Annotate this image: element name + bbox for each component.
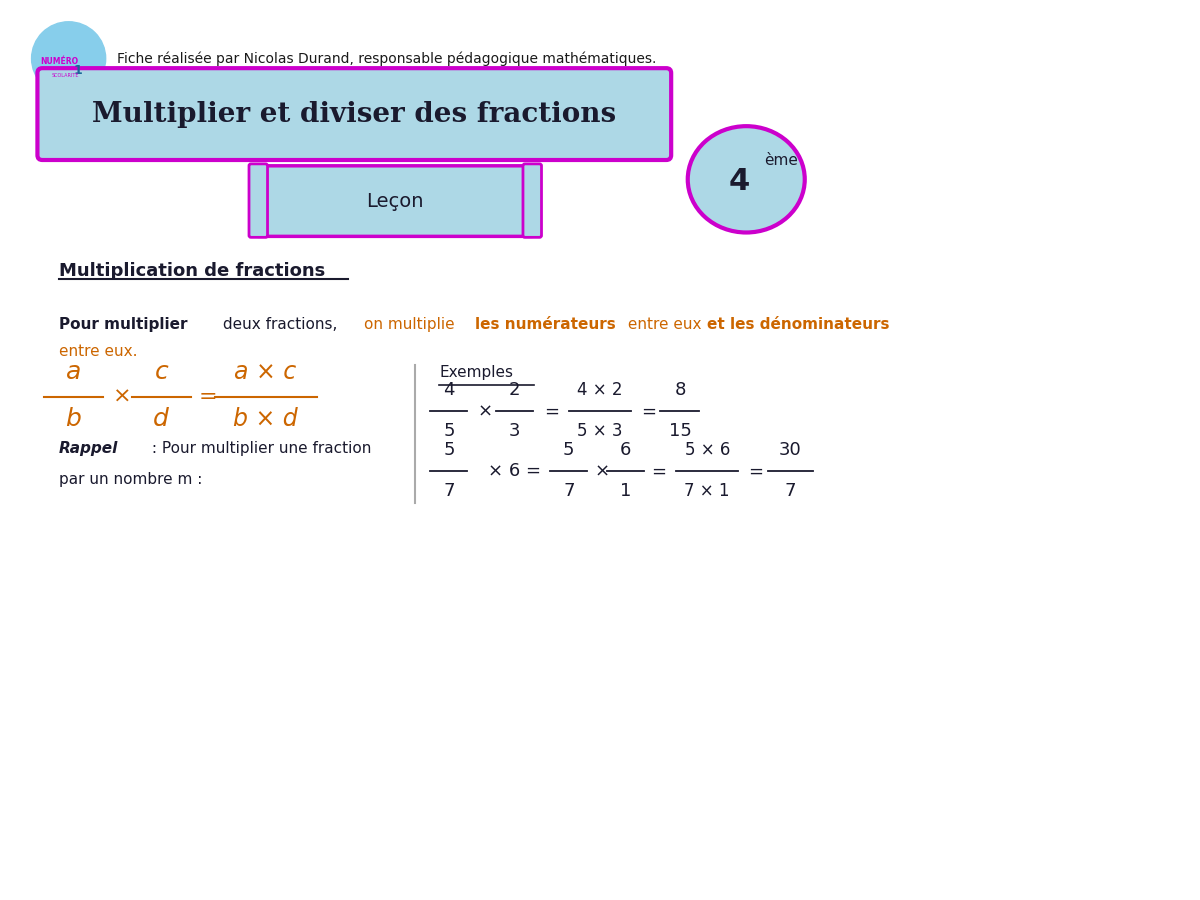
Text: 5: 5: [563, 441, 575, 459]
Text: Pour multiplier: Pour multiplier: [59, 317, 187, 332]
Text: par un nombre m :: par un nombre m :: [59, 472, 203, 488]
Text: c: c: [155, 360, 168, 383]
Text: on multiplie: on multiplie: [364, 317, 460, 332]
Text: 8: 8: [674, 381, 685, 399]
Text: × 6 =: × 6 =: [488, 463, 541, 481]
FancyBboxPatch shape: [254, 166, 535, 237]
Text: 1: 1: [619, 482, 631, 500]
FancyBboxPatch shape: [523, 164, 541, 238]
Text: ème: ème: [763, 152, 798, 167]
Text: SCOLARITÉ: SCOLARITÉ: [52, 74, 79, 78]
FancyBboxPatch shape: [37, 68, 671, 160]
Text: =: =: [544, 402, 559, 420]
Text: 7: 7: [563, 482, 575, 500]
Text: 30: 30: [779, 441, 802, 459]
Text: Multiplication de fractions: Multiplication de fractions: [59, 262, 325, 280]
Text: ×: ×: [113, 387, 132, 407]
Text: =: =: [199, 387, 217, 407]
Text: Fiche réalisée par Nicolas Durand, responsable pédagogique mathématiques.: Fiche réalisée par Nicolas Durand, respo…: [118, 51, 656, 66]
Text: a × c: a × c: [234, 360, 296, 383]
Text: 3: 3: [509, 422, 520, 440]
Text: 4: 4: [728, 166, 750, 196]
Circle shape: [31, 22, 106, 95]
Text: b × d: b × d: [233, 407, 298, 431]
Text: 4 × 2: 4 × 2: [577, 381, 623, 399]
FancyBboxPatch shape: [250, 164, 268, 238]
Text: deux fractions,: deux fractions,: [218, 317, 342, 332]
Text: NUMÉRO: NUMÉRO: [40, 57, 78, 66]
Text: les numérateurs: les numérateurs: [475, 317, 616, 332]
Text: ×: ×: [478, 402, 492, 420]
Text: 5: 5: [443, 422, 455, 440]
Text: 5: 5: [443, 441, 455, 459]
Ellipse shape: [688, 126, 805, 232]
Text: : Pour multiplier une fraction: : Pour multiplier une fraction: [146, 441, 371, 455]
Text: b: b: [66, 407, 82, 431]
Text: et les dénominateurs: et les dénominateurs: [707, 317, 889, 332]
Text: Leçon: Leçon: [366, 192, 424, 211]
Text: entre eux.: entre eux.: [59, 344, 137, 359]
Text: 5 × 6: 5 × 6: [684, 441, 730, 459]
Text: =: =: [749, 463, 763, 481]
Text: 1: 1: [74, 64, 83, 76]
Text: 5 × 3: 5 × 3: [577, 422, 623, 440]
Text: entre eux: entre eux: [624, 317, 707, 332]
Text: 2: 2: [509, 381, 520, 399]
Text: Exemples: Exemples: [439, 365, 514, 380]
Text: 7 × 1: 7 × 1: [684, 482, 730, 500]
Text: d: d: [154, 407, 169, 431]
Text: ×: ×: [594, 463, 610, 481]
Text: =: =: [650, 463, 666, 481]
Text: Rappel: Rappel: [59, 441, 119, 455]
Text: a: a: [66, 360, 82, 383]
Text: 7: 7: [785, 482, 796, 500]
Text: 7: 7: [443, 482, 455, 500]
Text: 6: 6: [619, 441, 631, 459]
Text: Multiplier et diviser des fractions: Multiplier et diviser des fractions: [92, 101, 617, 128]
Text: 4: 4: [443, 381, 455, 399]
Text: =: =: [641, 402, 656, 420]
Text: 15: 15: [668, 422, 691, 440]
